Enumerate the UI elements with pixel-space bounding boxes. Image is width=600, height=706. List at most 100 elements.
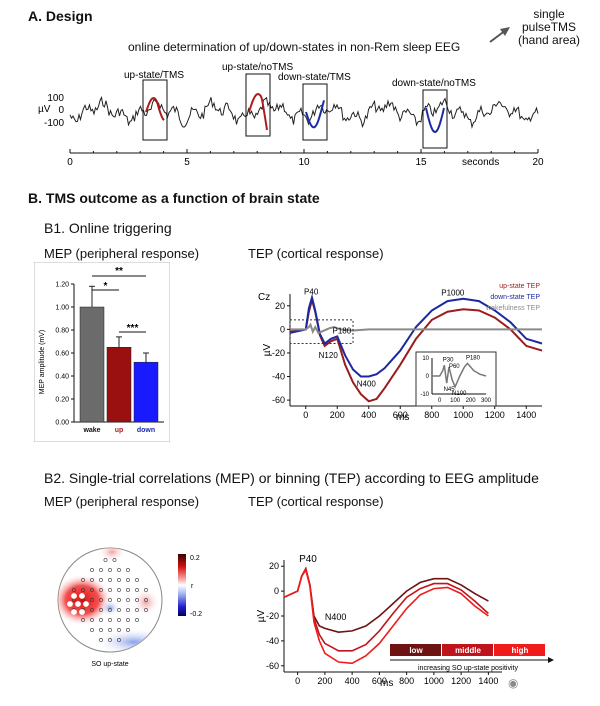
electrode	[99, 638, 103, 642]
inset-peak-P60: P60	[449, 364, 460, 370]
electrode	[144, 598, 148, 602]
electrode	[90, 628, 94, 632]
b2-mep-label: MEP (peripheral response)	[44, 494, 200, 509]
line-y-tick-label: -60	[266, 661, 279, 671]
significant-electrode	[71, 609, 77, 615]
electrode	[90, 578, 94, 582]
electrode	[99, 608, 103, 612]
section-b-title: B. TMS outcome as a function of brain st…	[28, 190, 320, 206]
series-line-down-state-TEP	[289, 293, 543, 378]
b2-title: B2. Single-trial correlations (MEP) or b…	[44, 470, 539, 486]
bar-y-tick-label: 1.20	[55, 282, 69, 289]
electrode	[144, 608, 148, 612]
electrode	[108, 628, 112, 632]
peak-label-N120: N120	[319, 351, 339, 360]
sig-label-wake-up: *	[104, 281, 108, 292]
bar-chart-ylabel: MEP amplitude (mV)	[39, 330, 46, 394]
electrode	[99, 568, 103, 572]
electrode	[135, 578, 139, 582]
line-x-tick-label: 800	[399, 676, 414, 686]
series-line-high	[283, 568, 489, 665]
electrode	[117, 638, 121, 642]
bar-category-label: up	[115, 427, 124, 434]
electrode	[117, 598, 121, 602]
line-y-label: µV	[256, 609, 267, 622]
bin-swatch-low	[390, 644, 441, 656]
window-box-down-notms	[422, 89, 448, 149]
significant-electrode	[71, 593, 77, 599]
bar-y-tick-label: 0.40	[55, 374, 69, 381]
bar-y-tick-label: 0.60	[55, 351, 69, 358]
electrode	[135, 588, 139, 592]
bar-y-tick-label: 0.80	[55, 328, 69, 335]
channel-label: Cz	[258, 292, 270, 303]
peak-label-N400: N400	[325, 612, 347, 622]
line-x-tick-label: 1200	[485, 410, 505, 420]
inset-trace	[432, 362, 487, 389]
inset-frame	[415, 351, 497, 407]
line-x-tick-label: 1200	[451, 676, 471, 686]
peak-label-N400: N400	[357, 379, 377, 388]
electrode	[117, 608, 121, 612]
b1-tep-label: TEP (cortical response)	[248, 246, 384, 261]
line-x-tick-label: 800	[424, 410, 439, 420]
topography-map: 0.2 r -0.2 SO up-state	[57, 547, 202, 668]
window-box-up-tms	[142, 79, 168, 141]
significant-electrode	[75, 601, 81, 607]
window-label-down-notms: down-state/noTMS	[392, 78, 476, 89]
inset-x-tick-label: 300	[481, 398, 492, 404]
inset-x-tick-label: 0	[438, 398, 442, 404]
inset-peak-N100: N100	[452, 391, 467, 397]
electrode	[99, 618, 103, 622]
section-a-title: A. Design	[28, 8, 93, 24]
electrode	[108, 608, 112, 612]
electrode	[135, 598, 139, 602]
inset-peak-N45: N45	[444, 387, 456, 393]
window-box-up-notms	[245, 73, 271, 137]
line-y-tick-label: -20	[266, 611, 279, 621]
electrode	[108, 588, 112, 592]
line-x-tick-label: 0	[295, 676, 300, 686]
time-tick-label: 10	[298, 157, 310, 168]
sig-label-wake-down: **	[115, 266, 123, 277]
window-label-down-tms: down-state/TMS	[278, 72, 351, 83]
topography-caption: SO up-state	[91, 661, 128, 668]
line-x-label: ms	[380, 678, 393, 689]
eeg-window-trace-up-notms	[248, 92, 268, 131]
line-x-label: ms	[396, 412, 409, 420]
time-tick-label: 5	[184, 157, 190, 168]
electrode	[72, 588, 76, 592]
line-y-tick-label: -40	[272, 372, 285, 382]
bin-swatch-high	[494, 644, 545, 656]
eeg-window-trace-up-tms	[145, 97, 165, 121]
b1-mep-label: MEP (peripheral response)	[44, 246, 200, 261]
eeg-window-trace-down-tms	[305, 100, 325, 129]
bin-label-high: high	[512, 646, 529, 655]
bar-wake	[79, 306, 105, 423]
significant-electrode	[79, 609, 85, 615]
zoom-box	[289, 319, 354, 345]
eeg-design-panel: up-state/TMS up-state/noTMS down-state/T…	[38, 27, 544, 168]
electrode	[126, 578, 130, 582]
bar-y-tick-label: 0.00	[55, 420, 69, 427]
tep-b1-chart: 0 200 400 600 800 1000 1200 1400200-20-40-60µVm…	[258, 283, 543, 420]
line-x-tick-label: 1400	[516, 410, 536, 420]
line-y-tick-label: 20	[269, 561, 279, 571]
electrode	[90, 568, 94, 572]
bin-swatch-middle	[442, 644, 493, 656]
inset-y-tick-label: 0	[426, 374, 430, 380]
legend-entry: up-state TEP	[499, 283, 540, 290]
b2-tep-label: TEP (cortical response)	[248, 494, 384, 509]
electrode	[117, 618, 121, 622]
electrode	[108, 598, 112, 602]
line-y-tick-label: 0	[274, 586, 279, 596]
electrode	[103, 558, 108, 562]
electrode	[135, 608, 139, 612]
watermark-icon: ◉	[508, 676, 519, 690]
electrode	[126, 618, 130, 622]
time-unit-label: seconds	[462, 157, 499, 168]
electrode	[108, 568, 112, 572]
electrode	[99, 628, 103, 632]
inset-y-tick-label: 10	[422, 356, 429, 362]
line-x-tick-label: 1000	[424, 676, 444, 686]
